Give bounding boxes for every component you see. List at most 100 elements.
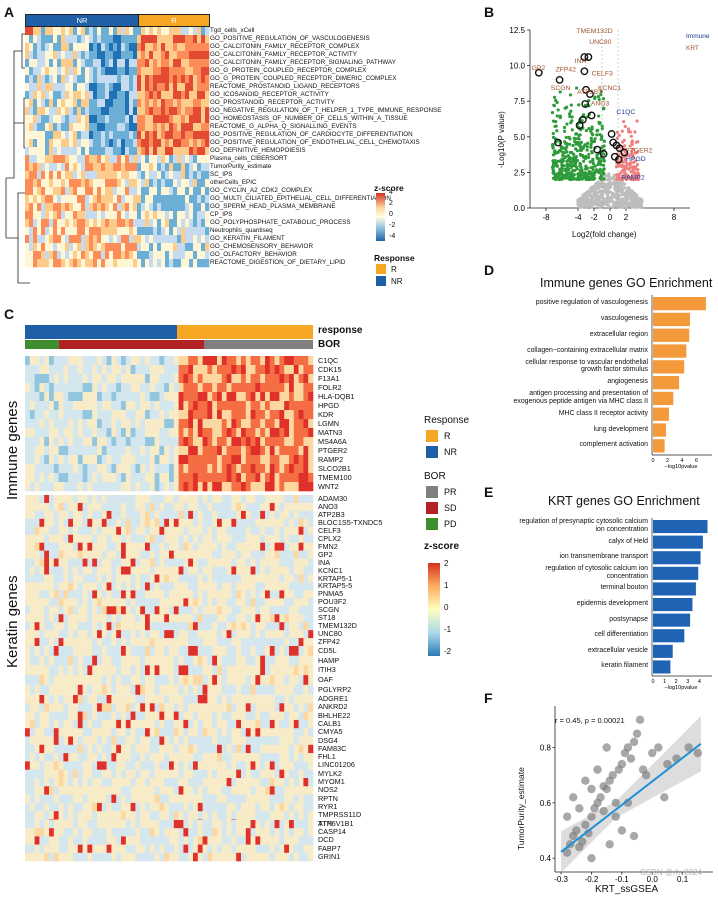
c-heat-cell <box>289 392 295 402</box>
heat-cell <box>77 243 82 252</box>
heat-cell <box>125 115 130 124</box>
heat-cell <box>137 203 142 212</box>
b-point-down <box>597 157 601 161</box>
heat-cell <box>201 67 206 76</box>
heat-cell <box>205 227 210 236</box>
b-point-up <box>615 173 619 177</box>
heat-cell <box>93 219 98 228</box>
c-heat-cell <box>303 646 309 656</box>
b-point-down <box>587 126 591 131</box>
c-heat-cell <box>207 482 213 492</box>
heat-cell <box>137 51 142 60</box>
c-heat-cell <box>97 510 103 520</box>
heat-cell <box>205 83 210 92</box>
c-heat-cell <box>173 455 179 465</box>
heat-cell <box>29 211 34 220</box>
c-heat-cell <box>125 455 131 465</box>
c-heat-cell <box>207 542 213 551</box>
c-heat-cell <box>159 410 165 420</box>
c-heat-cell <box>289 675 295 686</box>
c-heat-cell <box>279 614 285 623</box>
heat-cell <box>93 67 98 76</box>
heat-cell <box>181 67 186 76</box>
heat-cell <box>85 163 90 172</box>
heat-cell <box>161 195 166 204</box>
c-heat-cell <box>53 665 59 676</box>
c-heat-cell <box>202 566 208 575</box>
c-heat-cell <box>63 534 69 543</box>
c-heat-cell <box>159 473 165 483</box>
c-heat-cell <box>34 582 40 591</box>
heat-cell <box>129 131 134 140</box>
c-heat-cell <box>44 550 50 559</box>
heat-cell <box>97 51 102 60</box>
heat-cell <box>113 251 118 260</box>
c-heat-cell <box>284 550 290 559</box>
heat-cell <box>149 51 154 60</box>
b-point-down <box>601 168 605 172</box>
panel-a-dendrogram <box>5 33 30 284</box>
c-heat-cell <box>130 574 136 583</box>
heat-cell <box>25 187 30 196</box>
heat-cell <box>129 75 134 84</box>
b-point-down <box>582 173 587 177</box>
c-heat-cell <box>274 510 280 520</box>
heat-cell <box>153 43 158 52</box>
c-heat-cell <box>87 614 93 623</box>
heat-cell <box>129 35 134 44</box>
heat-cell <box>41 259 46 268</box>
c-heat-cell <box>284 365 290 375</box>
heat-cell <box>121 195 126 204</box>
c-heat-cell <box>207 455 213 465</box>
c-heat-cell <box>255 510 261 520</box>
heat-cell <box>73 123 78 132</box>
heat-cell <box>57 163 62 172</box>
heat-cell <box>73 75 78 84</box>
c-heat-cell <box>173 526 179 536</box>
c-heat-cell <box>236 655 242 666</box>
c-heat-cell <box>212 558 218 567</box>
heat-cell <box>137 187 142 196</box>
heat-cell <box>153 203 158 212</box>
c-heat-cell <box>58 464 64 474</box>
c-heat-cell <box>250 365 256 375</box>
c-heat-cell <box>68 510 74 520</box>
c-heat-cell <box>197 574 203 583</box>
panel-a-group-r: R <box>138 14 210 27</box>
c-heat-cell <box>159 455 165 465</box>
c-heat-cell <box>68 518 74 528</box>
c-heat-cell <box>298 495 304 504</box>
c-heat-cell <box>25 401 31 411</box>
heat-cell <box>25 163 30 172</box>
heat-cell <box>49 235 54 244</box>
c-heat-cell <box>145 502 151 512</box>
c-heat-cell <box>29 510 35 520</box>
c-heat-cell <box>169 401 175 411</box>
c-heat-cell <box>193 383 199 393</box>
c-heat-cell <box>77 590 83 599</box>
heat-cell <box>133 51 138 60</box>
c-heat-cell <box>236 428 242 438</box>
c-heat-cell <box>298 655 304 666</box>
heat-cell <box>153 123 158 132</box>
heat-cell <box>109 67 114 76</box>
heat-cell <box>193 219 198 228</box>
c-heat-cell <box>135 482 141 492</box>
heat-cell <box>89 51 94 60</box>
c-heat-cell <box>49 473 55 483</box>
c-heat-cell <box>173 374 179 384</box>
b-point-down <box>563 129 567 133</box>
c-heat-cell <box>116 614 122 623</box>
c-heat-cell <box>97 383 103 393</box>
c-heat-cell <box>145 473 151 483</box>
c-heat-cell <box>68 542 74 551</box>
c-heat-cell <box>111 550 117 559</box>
c-heat-cell <box>125 446 131 456</box>
c-heat-cell <box>29 646 35 656</box>
heat-cell <box>165 35 170 44</box>
heat-cell <box>149 35 154 44</box>
heat-cell <box>109 35 114 44</box>
heat-cell <box>49 75 54 84</box>
heat-cell <box>57 243 62 252</box>
heat-cell <box>161 139 166 148</box>
